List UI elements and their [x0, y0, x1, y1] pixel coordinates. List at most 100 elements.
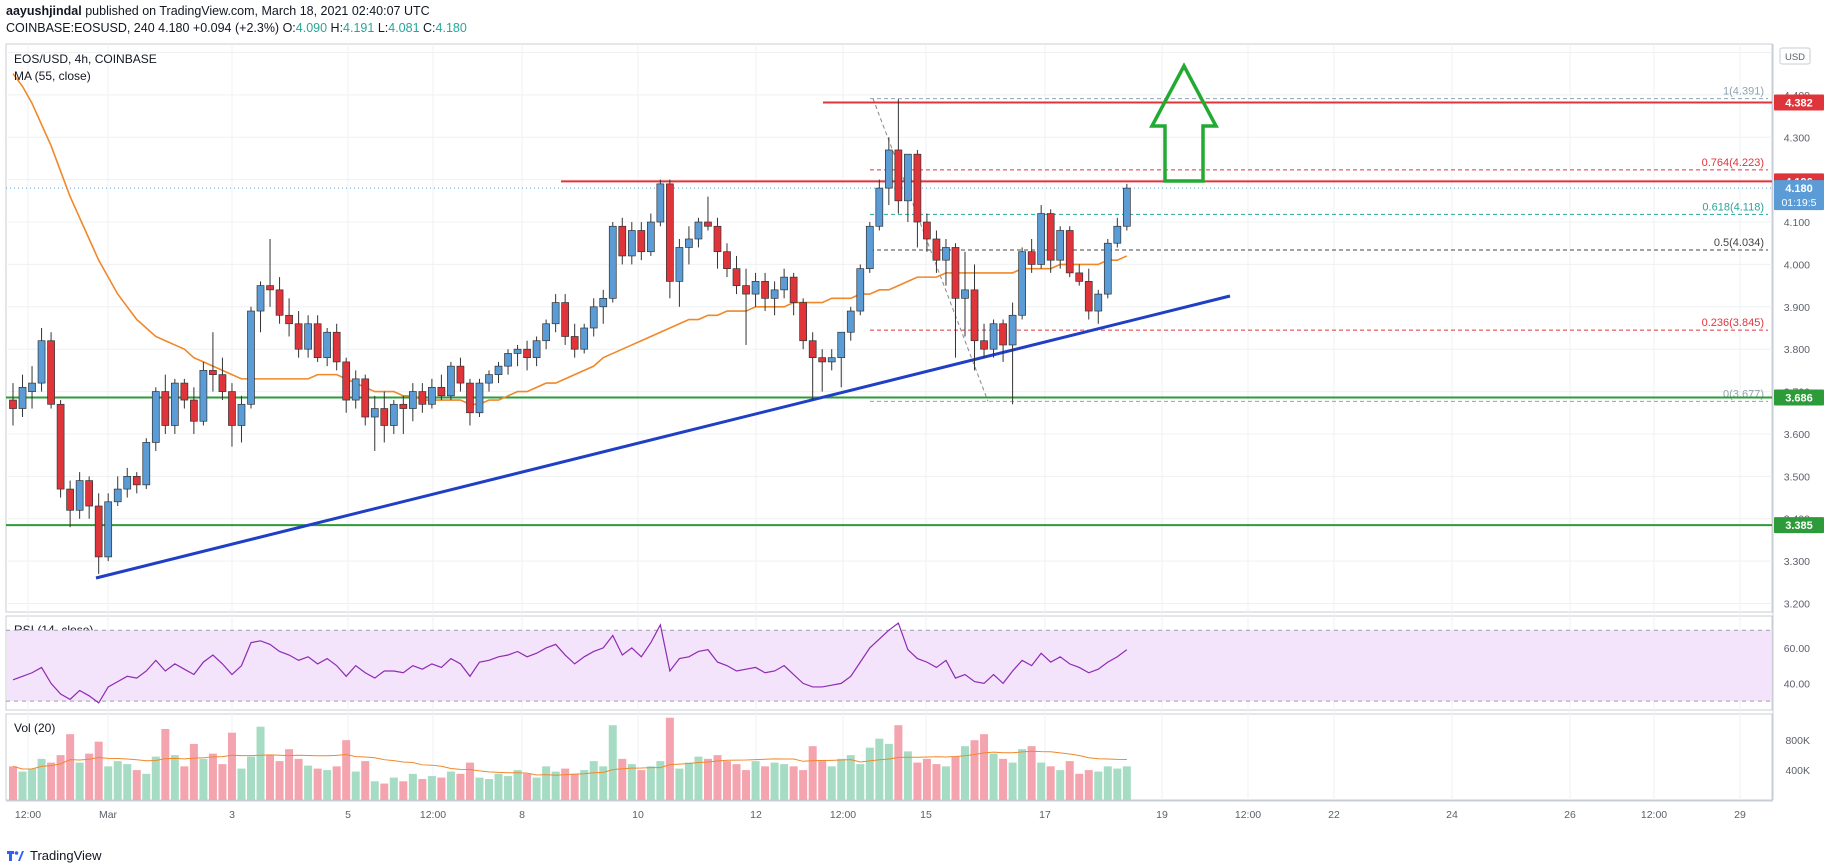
- candle-body: [132, 476, 141, 486]
- volume-bar: [465, 762, 474, 800]
- candle-body: [1065, 230, 1074, 274]
- footer-brand[interactable]: TradingView: [30, 848, 102, 863]
- candle: [104, 493, 113, 562]
- volume-bar: [227, 732, 236, 800]
- candle: [408, 383, 417, 422]
- candle-body: [1018, 251, 1026, 316]
- candle: [161, 374, 170, 434]
- candle: [275, 277, 284, 324]
- candle: [447, 361, 455, 401]
- candle-body: [342, 361, 351, 401]
- candle-body: [761, 281, 769, 299]
- candle-body: [704, 221, 712, 227]
- y-tick-label: 3.300: [1784, 556, 1810, 568]
- ma55-line: [12, 73, 1128, 406]
- price-label-support: 3.686: [1774, 389, 1824, 406]
- candle: [723, 243, 731, 278]
- volume-bar: [66, 734, 75, 800]
- y-tick-label: 4.300: [1784, 132, 1810, 144]
- candle-body: [513, 348, 522, 354]
- candle: [1103, 238, 1112, 299]
- candle-body: [551, 302, 560, 325]
- candle: [1027, 238, 1036, 273]
- candle-body: [675, 247, 684, 282]
- volume-bar: [313, 768, 322, 800]
- ohlc-header: COINBASE:EOSUSD, 240 4.180 +0.094 (+2.3%…: [6, 21, 467, 35]
- candle: [523, 340, 531, 371]
- candle: [399, 395, 408, 434]
- candle-body: [970, 289, 979, 342]
- volume-bar: [332, 766, 341, 800]
- candle-body: [85, 480, 94, 507]
- volume-bar: [770, 762, 779, 800]
- tradingview-logo-icon[interactable]: [6, 850, 24, 862]
- candle-body: [608, 225, 617, 299]
- candle: [332, 323, 341, 371]
- volume-bar: [104, 766, 113, 800]
- volume-bar: [399, 781, 408, 800]
- volume-bar: [418, 779, 427, 800]
- volume-bar: [94, 741, 103, 800]
- volume-bar: [56, 755, 65, 800]
- volume-bar: [132, 770, 141, 800]
- volume-bar: [523, 773, 532, 800]
- candle-body: [570, 336, 579, 350]
- candle-body: [1008, 314, 1017, 346]
- volume-bar: [589, 761, 598, 800]
- volume-bar: [1008, 762, 1017, 800]
- volume-bar: [342, 740, 351, 800]
- x-tick-label: 5: [345, 809, 351, 821]
- candle: [884, 137, 893, 206]
- candles: [9, 99, 1131, 574]
- high-label: H:: [330, 21, 344, 35]
- open-label: O:: [282, 21, 296, 35]
- candle-body: [47, 340, 55, 405]
- candle-body: [523, 348, 531, 359]
- candle-body: [18, 386, 27, 409]
- fib-level-label: 0.618(4.118): [1702, 201, 1764, 213]
- candle: [56, 400, 65, 498]
- candle-body: [865, 225, 874, 270]
- volume-bar: [247, 756, 255, 800]
- candle-body: [190, 399, 198, 422]
- candle-body: [504, 353, 512, 367]
- price-label-support: 3.385: [1774, 517, 1824, 534]
- candle: [751, 272, 760, 307]
- volume-bar: [456, 773, 465, 800]
- candle-body: [485, 374, 493, 384]
- candle: [923, 213, 931, 252]
- candle-body: [818, 357, 827, 363]
- candle-body: [961, 289, 969, 299]
- candle-body: [580, 327, 589, 350]
- candle: [142, 438, 151, 490]
- low-label: L:: [377, 21, 389, 35]
- candle-body: [37, 340, 46, 384]
- candle-body: [904, 153, 912, 202]
- volume-ma-line: [12, 750, 1127, 776]
- volume-bar: [361, 761, 370, 800]
- candle-body: [989, 323, 998, 350]
- candle: [323, 328, 332, 367]
- candle: [770, 281, 779, 316]
- candle: [827, 349, 836, 371]
- volume-bar: [694, 756, 703, 800]
- candle: [123, 467, 132, 498]
- author-name[interactable]: aayushjindal: [6, 4, 82, 18]
- volume-bar: [237, 768, 246, 800]
- candle-body: [104, 501, 113, 558]
- candle-body: [856, 268, 865, 312]
- candle: [646, 213, 655, 256]
- pane-title-price: EOS/USD, 4h, COINBASE: [14, 52, 157, 66]
- candle: [466, 378, 474, 426]
- volume-bars: [9, 717, 1131, 800]
- candle: [209, 332, 217, 392]
- x-tick-label: Mar: [99, 809, 118, 821]
- candle: [370, 395, 379, 451]
- volume-bar: [75, 762, 84, 800]
- volume-bar: [951, 756, 960, 800]
- volume-bar: [1103, 766, 1112, 800]
- candle: [28, 366, 36, 409]
- symbol-line: COINBASE:EOSUSD, 240: [6, 21, 155, 35]
- volume-bar: [180, 766, 189, 800]
